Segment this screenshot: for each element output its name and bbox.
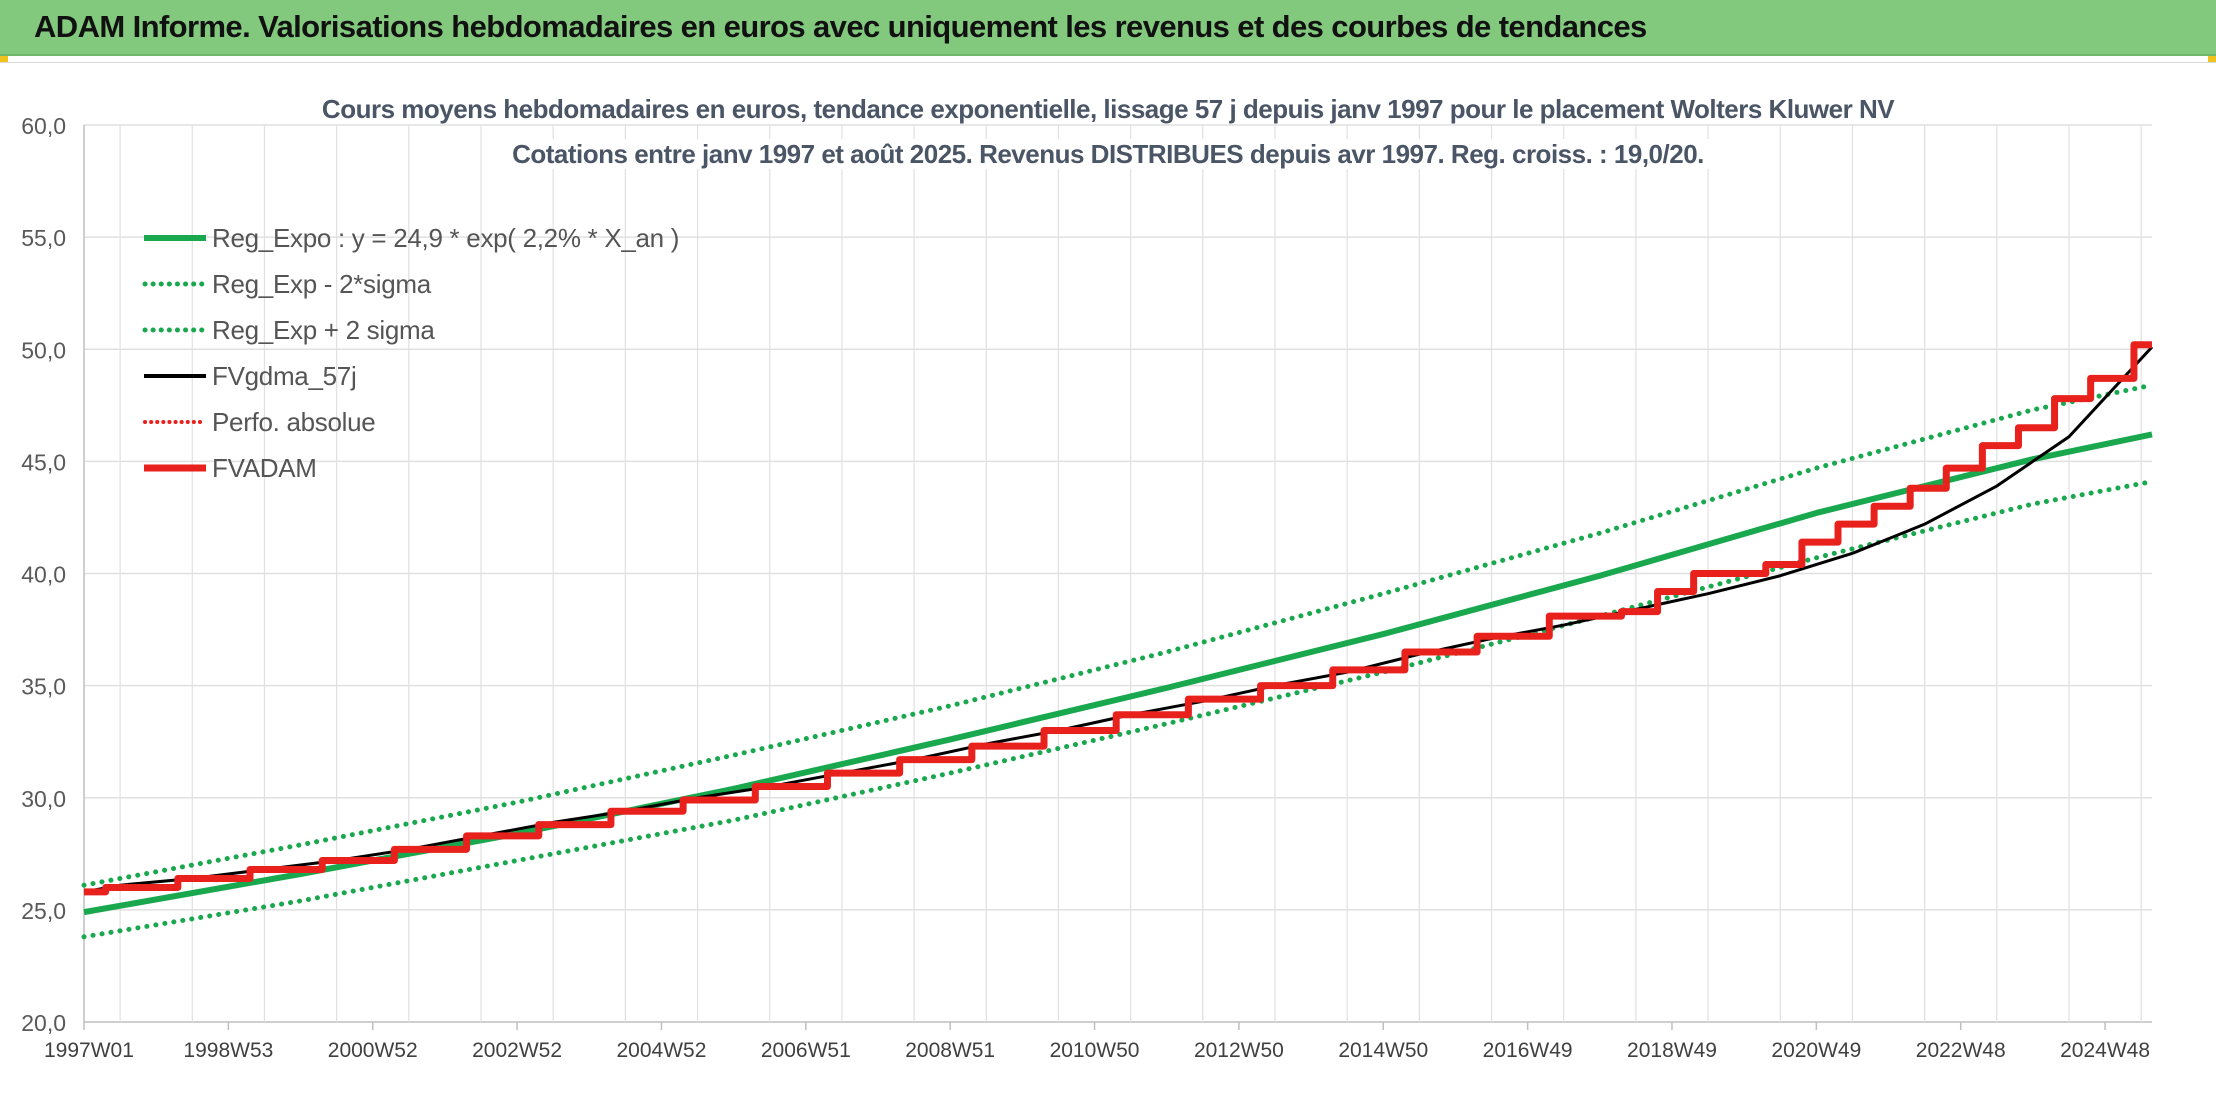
y-tick-label: 40,0 <box>21 562 66 588</box>
axes: 20,0 25,0 30,0 35,0 40,0 45,0 50,0 55,0 60,0 1997… <box>21 113 2150 1062</box>
y-tick-label: 20,0 <box>21 1010 66 1036</box>
legend-swatch-fvadam <box>144 464 206 472</box>
series-line-fvadam <box>84 341 2152 896</box>
legend-swatch-reg-exp-minus <box>142 281 208 287</box>
series-line-reg-expo-y-24-9-exp-2-2-x-an <box>83 431 2153 916</box>
x-tick-label: 1998W53 <box>183 1039 273 1062</box>
x-tick-label: 2008W51 <box>905 1039 995 1062</box>
report-banner: ADAM Informe. Valorisations hebdomadaire… <box>0 0 2216 56</box>
series-line-reg-exp-2-sigma <box>81 479 2155 940</box>
chart-frame <box>0 62 2216 1106</box>
chart-title: Cours moyens hebdomadaires en euros, ten… <box>0 94 2216 125</box>
legend-item-reg-exp-minus: Reg_Exp - 2*sigma <box>142 264 742 304</box>
legend-item-reg-expo: Reg_Expo : y = 24,9 * exp( 2,2% * X_an ) <box>142 218 742 258</box>
legend-label-fvadam: FVADAM <box>212 452 317 483</box>
x-tick-label: 2018W49 <box>1627 1039 1717 1062</box>
y-tick-label: 25,0 <box>21 898 66 924</box>
legend-swatch-fvgdma <box>144 374 206 378</box>
y-tick-label: 30,0 <box>21 786 66 812</box>
x-tick-label: 2016W49 <box>1483 1039 1573 1062</box>
x-tick-label: 2012W50 <box>1194 1039 1284 1062</box>
y-tick-label: 55,0 <box>21 225 66 251</box>
accent-corner-top-left <box>0 56 8 62</box>
legend-item-fvgdma: FVgdma_57j <box>142 356 742 396</box>
legend-item-reg-exp-plus: Reg_Exp + 2 sigma <box>142 310 742 350</box>
y-tick-label: 50,0 <box>21 337 66 363</box>
y-tick-label: 45,0 <box>21 449 66 475</box>
chart-legend: Reg_Expo : y = 24,9 * exp( 2,2% * X_an )… <box>142 218 742 498</box>
legend-label-reg-expo: Reg_Expo : y = 24,9 * exp( 2,2% * X_an ) <box>212 222 680 253</box>
chart-subtitle: Cotations entre janv 1997 et août 2025. … <box>0 139 2216 170</box>
legend-swatch-reg-exp-plus <box>142 327 208 333</box>
legend-label-perfo-absolue: Perfo. absolue <box>212 406 376 437</box>
x-tick-label: 2006W51 <box>761 1039 851 1062</box>
x-tick-label: 2004W52 <box>616 1039 706 1062</box>
x-tick-label: 2014W50 <box>1338 1039 1428 1062</box>
legend-label-fvgdma: FVgdma_57j <box>212 360 357 391</box>
legend-label-reg-exp-plus: Reg_Exp + 2 sigma <box>212 314 435 345</box>
legend-item-perfo-absolue: Perfo. absolue <box>142 402 742 442</box>
y-tick-label: 35,0 <box>21 674 66 700</box>
x-tick-label: 2002W52 <box>472 1039 562 1062</box>
x-tick-label: 2024W48 <box>2060 1039 2150 1062</box>
x-tick-label: 1997W01 <box>44 1039 134 1062</box>
x-tick-label: 2000W52 <box>328 1039 418 1062</box>
y-tick-label: 60,0 <box>21 113 66 139</box>
series-line-reg-exp-2-sigma <box>81 382 2155 888</box>
legend-swatch-reg-expo <box>144 235 206 241</box>
accent-corner-top-right <box>2208 56 2216 62</box>
x-tick-label: 2020W49 <box>1771 1039 1861 1062</box>
chart-subtitle-text: Cotations entre janv 1997 et août 2025. … <box>504 139 1712 169</box>
x-tick-label: 2010W50 <box>1050 1039 1140 1062</box>
legend-item-fvadam: FVADAM <box>142 448 742 488</box>
x-tick-label: 2022W48 <box>1916 1039 2006 1062</box>
report-title: ADAM Informe. Valorisations hebdomadaire… <box>34 9 1647 44</box>
legend-label-reg-exp-minus: Reg_Exp - 2*sigma <box>212 268 431 299</box>
legend-swatch-perfo-absolue <box>143 420 208 424</box>
chart-title-text: Cours moyens hebdomadaires en euros, ten… <box>313 94 1903 124</box>
series-group <box>81 341 2155 940</box>
